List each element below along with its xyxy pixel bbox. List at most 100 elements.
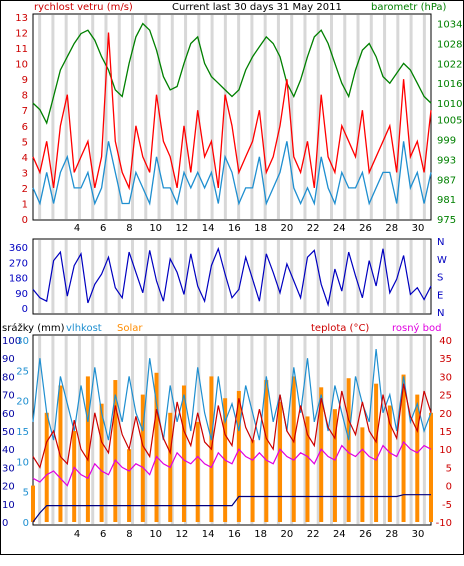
pressure-axis-label: barometr (hPa) xyxy=(371,2,447,13)
y-left-tick-label: 10 xyxy=(2,500,15,511)
day-grid-band xyxy=(51,240,55,313)
x-tick-label: 26 xyxy=(359,529,372,540)
y-right-tick-label: 1028 xyxy=(437,39,462,50)
x-tick-label: 8 xyxy=(126,529,132,540)
y-right-tick-label: 981 xyxy=(437,195,456,206)
y-left-tick-label: 90 xyxy=(15,289,28,300)
day-grid-band xyxy=(144,336,148,524)
day-grid-band xyxy=(104,240,108,313)
day-grid-band xyxy=(383,240,387,313)
day-grid-band xyxy=(409,336,413,524)
x-tick-label: 16 xyxy=(228,223,241,234)
x-tick-label: 22 xyxy=(307,529,320,540)
y-left-tick-label: 5 xyxy=(23,488,29,499)
x-tick-label: 6 xyxy=(100,223,106,234)
y-right-tick-label: -5 xyxy=(442,500,452,511)
y-right-tick-label: E xyxy=(437,290,443,301)
day-grid-band xyxy=(263,240,267,313)
x-tick-label: 6 xyxy=(100,529,106,540)
day-grid-band xyxy=(383,15,387,219)
y-left-tick-label: 15 xyxy=(16,427,29,438)
solar-bar xyxy=(85,376,90,522)
day-grid-band xyxy=(343,336,347,524)
rain-axis-label: srážky (mm) xyxy=(2,322,65,334)
day-grid-band xyxy=(330,240,333,313)
y-left-tick-label: 13 xyxy=(15,13,28,24)
series-line-barometr xyxy=(32,22,432,125)
y-right-tick-label: 10 xyxy=(439,445,452,456)
day-grid-band xyxy=(409,15,413,219)
solar-bar xyxy=(44,412,49,522)
solar-bar xyxy=(305,416,310,522)
y-right-tick-label: N xyxy=(437,308,444,319)
series-line-wind-direction xyxy=(32,246,432,307)
day-grid-band xyxy=(290,15,294,219)
day-grid-band xyxy=(77,336,81,524)
day-grid-band xyxy=(157,336,161,524)
y-left-tick-label: 1 xyxy=(22,199,28,210)
x-tick-label: 24 xyxy=(333,529,346,540)
y-left-tick-label: 6 xyxy=(22,122,28,133)
day-grid-band xyxy=(170,240,174,313)
x-tick-label: 14 xyxy=(202,529,215,540)
y-right-tick-label: 999 xyxy=(437,136,456,147)
y-right-tick-label: S xyxy=(437,273,443,284)
day-grid-band xyxy=(343,15,347,219)
y-right-tick-label: 20 xyxy=(439,409,452,420)
y-left-tick-label: 25 xyxy=(16,366,29,377)
day-grid-band xyxy=(396,15,400,219)
day-grid-band xyxy=(276,240,280,313)
y-left-tick-label: 180 xyxy=(9,274,28,285)
day-grid-band xyxy=(422,15,426,219)
temperature-axis-label: teplota (°C) xyxy=(311,323,369,334)
y-right-tick-label: 987 xyxy=(437,175,456,186)
solar-bar xyxy=(195,421,200,522)
y-left-tick-label: 0 xyxy=(2,518,8,529)
x-tick-label: 4 xyxy=(74,529,80,540)
solar-bar xyxy=(332,409,337,522)
solar-bar xyxy=(72,431,77,522)
day-grid-band xyxy=(369,240,373,313)
y-left-tick-label: 9 xyxy=(22,75,28,86)
y-right-tick-label: 993 xyxy=(437,155,456,166)
x-tick-label: 20 xyxy=(280,529,293,540)
day-grid-band xyxy=(250,15,254,219)
solar-bar xyxy=(99,403,104,522)
x-tick-label: 24 xyxy=(333,223,346,234)
y-right-tick-label: -10 xyxy=(436,518,452,529)
day-grid-band xyxy=(131,240,134,313)
solar-bar xyxy=(181,385,186,522)
y-left-tick-label: 100 xyxy=(2,336,21,347)
y-right-tick-label: 5 xyxy=(446,463,452,474)
series-line-naraz-vetru xyxy=(32,32,432,191)
day-grid-band xyxy=(409,240,413,313)
day-grid-band xyxy=(38,336,42,524)
y-left-tick-label: 90 xyxy=(2,354,15,365)
x-tick-label: 28 xyxy=(385,529,398,540)
y-left-tick-label: 8 xyxy=(22,91,28,102)
x-tick-label: 8 xyxy=(126,223,132,234)
day-grid-band xyxy=(38,240,42,313)
day-grid-band xyxy=(184,15,188,219)
day-grid-band xyxy=(303,240,307,313)
day-grid-band xyxy=(223,15,227,219)
day-grid-band xyxy=(157,15,161,219)
solar-bar xyxy=(429,412,433,522)
day-grid-band xyxy=(117,336,121,524)
day-grid-band xyxy=(237,15,241,219)
solar-bar xyxy=(387,405,392,522)
day-grid-band xyxy=(51,336,55,524)
series-line-rosný-bod xyxy=(32,440,432,487)
solar-bar xyxy=(360,427,365,522)
y-right-tick-label: 1005 xyxy=(437,116,462,127)
solar-bar xyxy=(236,390,241,522)
day-grid-band xyxy=(316,15,320,219)
y-left-tick-label: 70 xyxy=(2,391,15,402)
solar-bar xyxy=(415,394,420,522)
day-grid-band xyxy=(104,15,108,219)
y-left-tick-label: 11 xyxy=(15,44,28,55)
day-grid-band xyxy=(64,15,68,219)
wind-speed-axis-label: rychlost vetru (m/s) xyxy=(34,2,133,13)
solar-label: Solar xyxy=(117,323,143,334)
y-right-tick-label: 15 xyxy=(439,427,452,438)
